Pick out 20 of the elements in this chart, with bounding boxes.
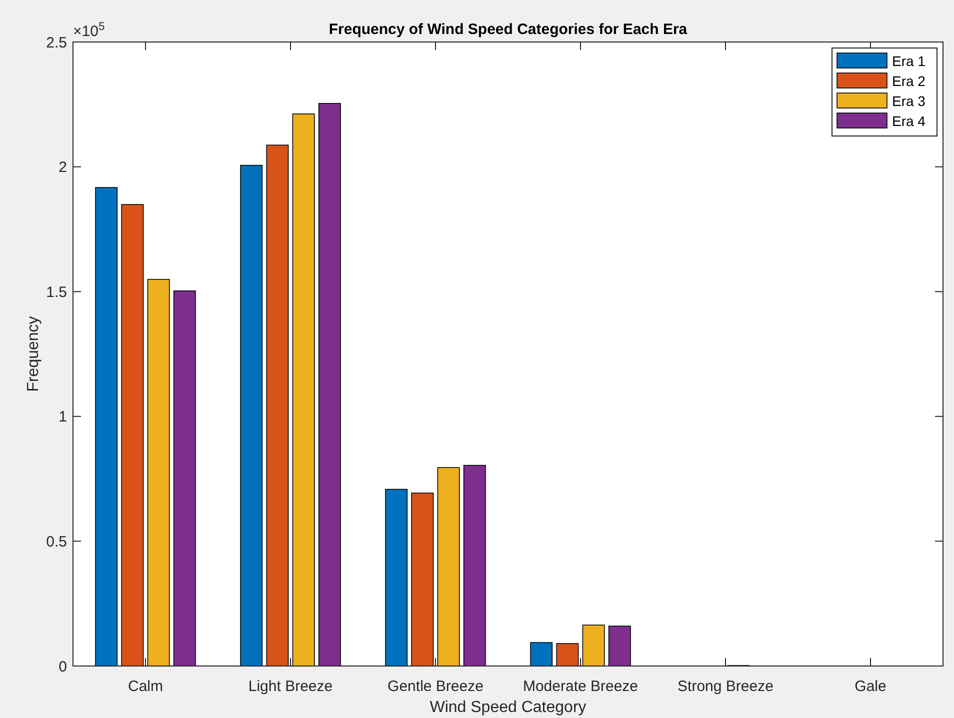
y-tick-label: 1.5 [46, 284, 67, 301]
y-tick-label: 0.5 [46, 533, 67, 550]
chart-title: Frequency of Wind Speed Categories for Each Era [328, 21, 688, 38]
legend-label: Era 1 [892, 52, 926, 69]
text: ×10$^{5}$ [73, 21, 105, 40]
legend-label: Era 3 [892, 92, 926, 109]
legend-label: Era 2 [892, 72, 926, 89]
x-tick-label: Gentle Breeze [388, 678, 484, 695]
y-tick-label: 2 [58, 159, 67, 176]
x-tick-label: Strong Breeze [678, 678, 774, 695]
legend-label: Era 4 [892, 112, 926, 129]
y-axis-title: Frequency [25, 316, 42, 392]
y-tick-label: 2.5 [46, 34, 67, 52]
x-tick-label: Light Breeze [248, 678, 333, 695]
x-tick-label: Gale [854, 678, 886, 695]
x-axis-title: Wind Speed Category [430, 699, 586, 716]
x-tick-label: Moderate Breeze [522, 678, 638, 695]
y-tick-label: 1 [58, 408, 67, 426]
y-tick-label: 0 [58, 658, 67, 676]
x-tick-label: Calm [128, 678, 164, 695]
